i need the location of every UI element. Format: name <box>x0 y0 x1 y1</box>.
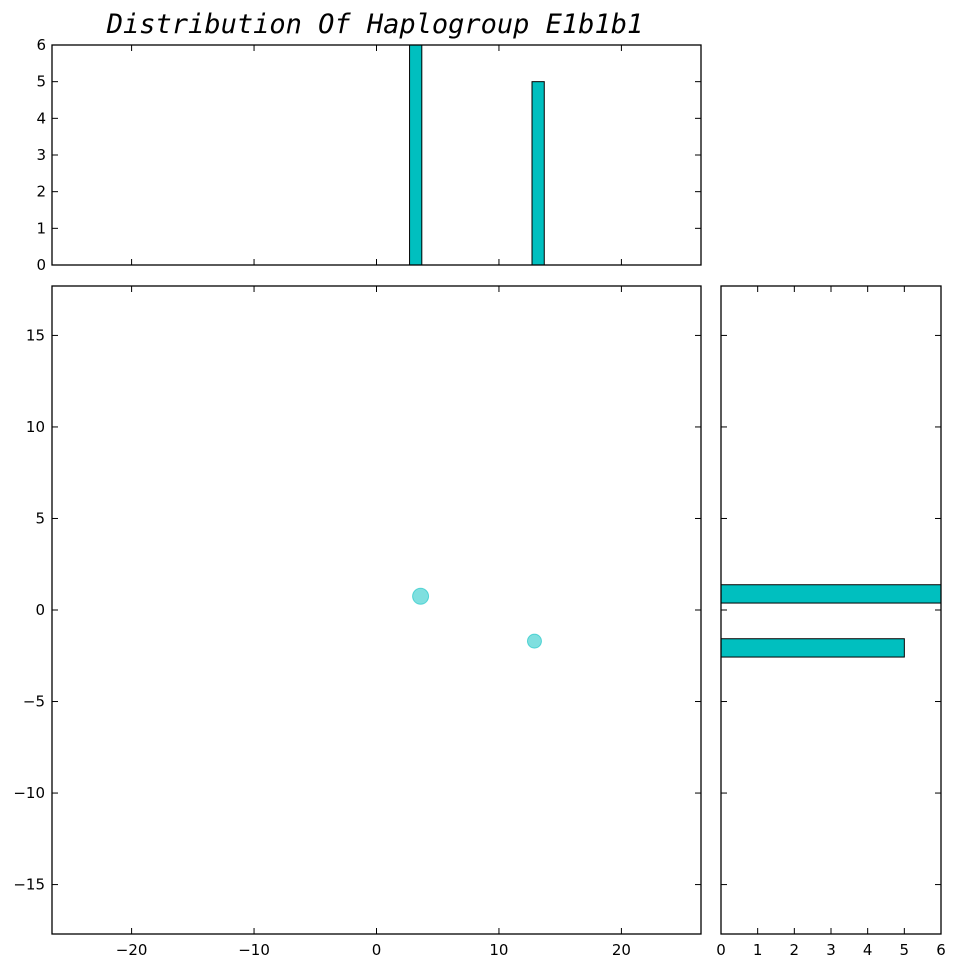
top-histogram-panel: 0 1 2 3 4 5 6 <box>36 36 702 274</box>
right-histogram-xtick-label: 4 <box>863 941 873 959</box>
top-histogram-bar <box>531 81 545 266</box>
right-histogram-bar <box>720 584 942 604</box>
scatter-xtick-label: −20 <box>116 941 148 959</box>
top-histogram-ytick-label: 2 <box>36 183 46 201</box>
scatter-ytick-label: −5 <box>23 693 45 711</box>
scatter-xtick-label: 20 <box>612 941 631 959</box>
scatter-xtick-label: −10 <box>238 941 270 959</box>
top-histogram-ytick-label: 3 <box>36 146 46 164</box>
top-histogram-ytick-label: 6 <box>36 36 46 54</box>
top-histogram-ytick-label: 5 <box>36 73 46 91</box>
right-histogram-xtick-label: 6 <box>936 941 946 959</box>
right-histogram-frame <box>720 285 942 935</box>
scatter-ytick-label: 0 <box>35 601 45 619</box>
chart-title: Distribution Of Haplogroup E1b1b1 <box>106 9 643 40</box>
scatter-point <box>412 587 430 605</box>
scatter-panel: −20 −10 0 10 20 −15 −10 −5 0 5 10 15 <box>13 285 702 959</box>
right-histogram-xtick-label: 1 <box>753 941 763 959</box>
scatter-ytick-label: 15 <box>26 326 45 344</box>
scatter-point <box>526 633 542 649</box>
top-histogram-frame <box>51 44 702 266</box>
scatter-ytick-label: 10 <box>26 418 45 436</box>
top-histogram-ytick-label: 1 <box>36 219 46 237</box>
right-histogram-bar <box>720 638 905 658</box>
right-histogram-xtick-label: 5 <box>900 941 910 959</box>
top-histogram-ytick-label: 0 <box>36 256 46 274</box>
top-histogram-bar <box>409 44 423 266</box>
scatter-xtick-label: 10 <box>489 941 508 959</box>
right-histogram-xtick-label: 0 <box>716 941 726 959</box>
scatter-frame <box>51 285 702 935</box>
scatter-xtick-label: 0 <box>372 941 382 959</box>
top-histogram-ytick-label: 4 <box>36 109 46 127</box>
scatter-ytick-label: 5 <box>35 509 45 527</box>
scatter-ytick-label: −10 <box>13 784 45 802</box>
scatter-ytick-label: −15 <box>13 876 45 894</box>
right-histogram-xtick-label: 2 <box>790 941 800 959</box>
right-histogram-xtick-label: 3 <box>826 941 836 959</box>
right-histogram-panel: 0 1 2 3 4 5 6 <box>716 285 946 959</box>
